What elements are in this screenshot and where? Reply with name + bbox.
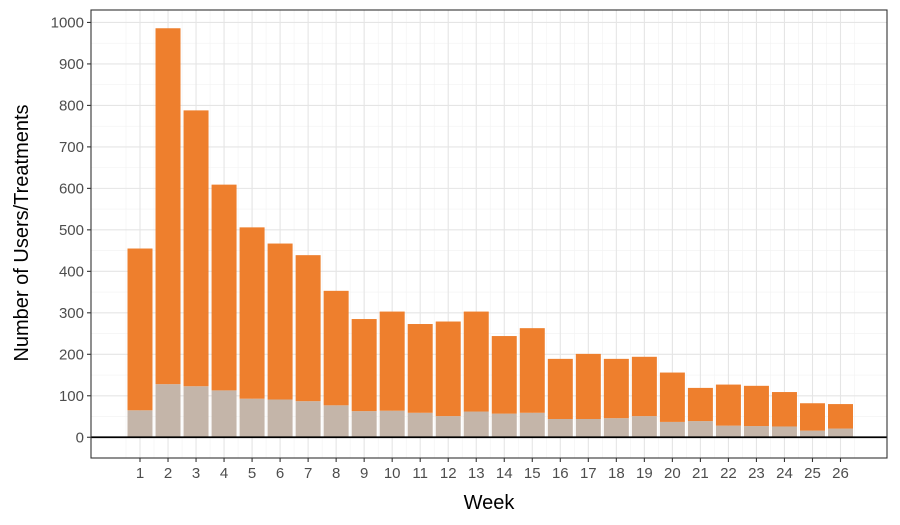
bar-segment-upper-week-20 — [659, 372, 685, 422]
axes — [90, 9, 888, 459]
x-tick-label: 4 — [220, 465, 228, 482]
bar-segment-upper-week-21 — [687, 387, 713, 422]
bar-segment-lower-week-18 — [603, 418, 629, 438]
y-tick-label: 200 — [59, 346, 84, 363]
x-tick-label: 6 — [276, 465, 284, 482]
bar-segment-upper-week-6 — [267, 243, 293, 400]
bar-segment-lower-week-9 — [351, 411, 377, 438]
y-axis-title: Number of Users/Treatments — [11, 104, 33, 361]
bar-segment-lower-week-26 — [828, 428, 853, 438]
y-tick-label: 100 — [59, 388, 84, 405]
bar-segment-lower-week-13 — [463, 411, 489, 438]
bar-segment-upper-week-26 — [828, 404, 853, 429]
y-tick-label: 500 — [59, 222, 84, 239]
x-tick-label: 16 — [552, 465, 569, 482]
bar-segment-lower-week-12 — [435, 416, 461, 438]
bar-segment-lower-week-20 — [659, 421, 685, 438]
bar-segment-upper-week-23 — [743, 385, 769, 427]
bar-segment-lower-week-11 — [407, 412, 433, 438]
bar-segment-upper-week-9 — [351, 319, 377, 412]
bar-segment-upper-week-15 — [519, 328, 545, 413]
bar-segment-lower-week-6 — [267, 399, 293, 438]
y-tick-label: 300 — [59, 305, 84, 322]
x-tick-label: 15 — [524, 465, 541, 482]
bar-segment-lower-week-17 — [575, 419, 601, 438]
bar-segment-upper-week-4 — [211, 184, 237, 391]
bar-segment-upper-week-17 — [575, 353, 601, 420]
bar-segment-lower-week-16 — [547, 419, 573, 438]
bars — [127, 28, 853, 438]
bar-segment-upper-week-14 — [491, 336, 517, 414]
y-tick-label: 1000 — [51, 14, 84, 31]
x-tick-label: 21 — [692, 465, 709, 482]
bar-segment-lower-week-4 — [211, 390, 237, 438]
x-tick-label: 26 — [832, 465, 849, 482]
bar-segment-upper-week-3 — [183, 110, 209, 387]
bar-segment-upper-week-22 — [715, 384, 741, 426]
x-tick-label: 13 — [468, 465, 485, 482]
bar-segment-upper-week-19 — [631, 356, 657, 417]
bar-segment-upper-week-1 — [127, 248, 153, 411]
x-tick-label: 12 — [440, 465, 457, 482]
x-tick-label: 22 — [720, 465, 737, 482]
y-tick-label: 0 — [76, 429, 84, 446]
bar-segment-lower-week-3 — [183, 386, 209, 438]
x-tick-label: 18 — [608, 465, 625, 482]
bar-segment-lower-week-8 — [323, 405, 349, 438]
bar-segment-lower-week-24 — [771, 426, 797, 438]
x-tick-label: 11 — [412, 465, 428, 482]
x-tick-label: 20 — [664, 465, 681, 482]
bar-segment-upper-week-11 — [407, 324, 433, 413]
bar-segment-upper-week-10 — [379, 311, 405, 411]
x-tick-label: 17 — [580, 465, 597, 482]
y-tick-label: 900 — [59, 56, 84, 73]
x-tick-label: 14 — [496, 465, 513, 482]
x-tick-label: 2 — [164, 465, 172, 482]
x-tick-label: 25 — [804, 465, 821, 482]
bar-segment-lower-week-2 — [155, 384, 181, 438]
x-tick-label: 1 — [136, 465, 144, 482]
y-tick-label: 600 — [59, 180, 84, 197]
bar-segment-upper-week-16 — [547, 358, 573, 420]
bar-segment-upper-week-18 — [603, 358, 629, 419]
x-axis-title: Week — [464, 492, 516, 514]
bar-segment-lower-week-19 — [631, 416, 657, 438]
x-tick-label: 10 — [384, 465, 401, 482]
x-tick-label: 5 — [248, 465, 256, 482]
bar-segment-upper-week-7 — [295, 255, 321, 402]
x-tick-label: 9 — [360, 465, 368, 482]
bar-segment-upper-week-8 — [323, 290, 349, 406]
bar-segment-lower-week-15 — [519, 412, 545, 438]
bar-segment-lower-week-25 — [799, 430, 825, 438]
bar-segment-upper-week-5 — [239, 227, 265, 399]
bar-segment-lower-week-14 — [491, 413, 517, 438]
y-tick-label: 700 — [59, 139, 84, 156]
bar-segment-upper-week-13 — [463, 311, 489, 412]
y-tick-label: 400 — [59, 263, 84, 280]
x-tick-label: 23 — [748, 465, 765, 482]
bar-segment-lower-week-22 — [715, 425, 741, 438]
x-tick-label: 7 — [304, 465, 312, 482]
x-tick-label: 19 — [636, 465, 653, 482]
x-tick-label: 3 — [192, 465, 200, 482]
bar-segment-upper-week-25 — [799, 403, 825, 431]
x-tick-label: 24 — [776, 465, 793, 482]
bar-segment-lower-week-23 — [743, 426, 769, 438]
bar-segment-lower-week-7 — [295, 401, 321, 438]
bar-segment-lower-week-21 — [687, 421, 713, 438]
bar-segment-upper-week-24 — [771, 392, 797, 427]
y-tick-label: 800 — [59, 97, 84, 114]
panel-border — [90, 9, 888, 459]
bar-segment-upper-week-2 — [155, 28, 181, 385]
bar-segment-lower-week-10 — [379, 410, 405, 438]
bar-segment-upper-week-12 — [435, 321, 461, 417]
x-tick-label: 8 — [332, 465, 340, 482]
bar-segment-lower-week-1 — [127, 410, 153, 438]
bar-segment-lower-week-5 — [239, 398, 265, 438]
